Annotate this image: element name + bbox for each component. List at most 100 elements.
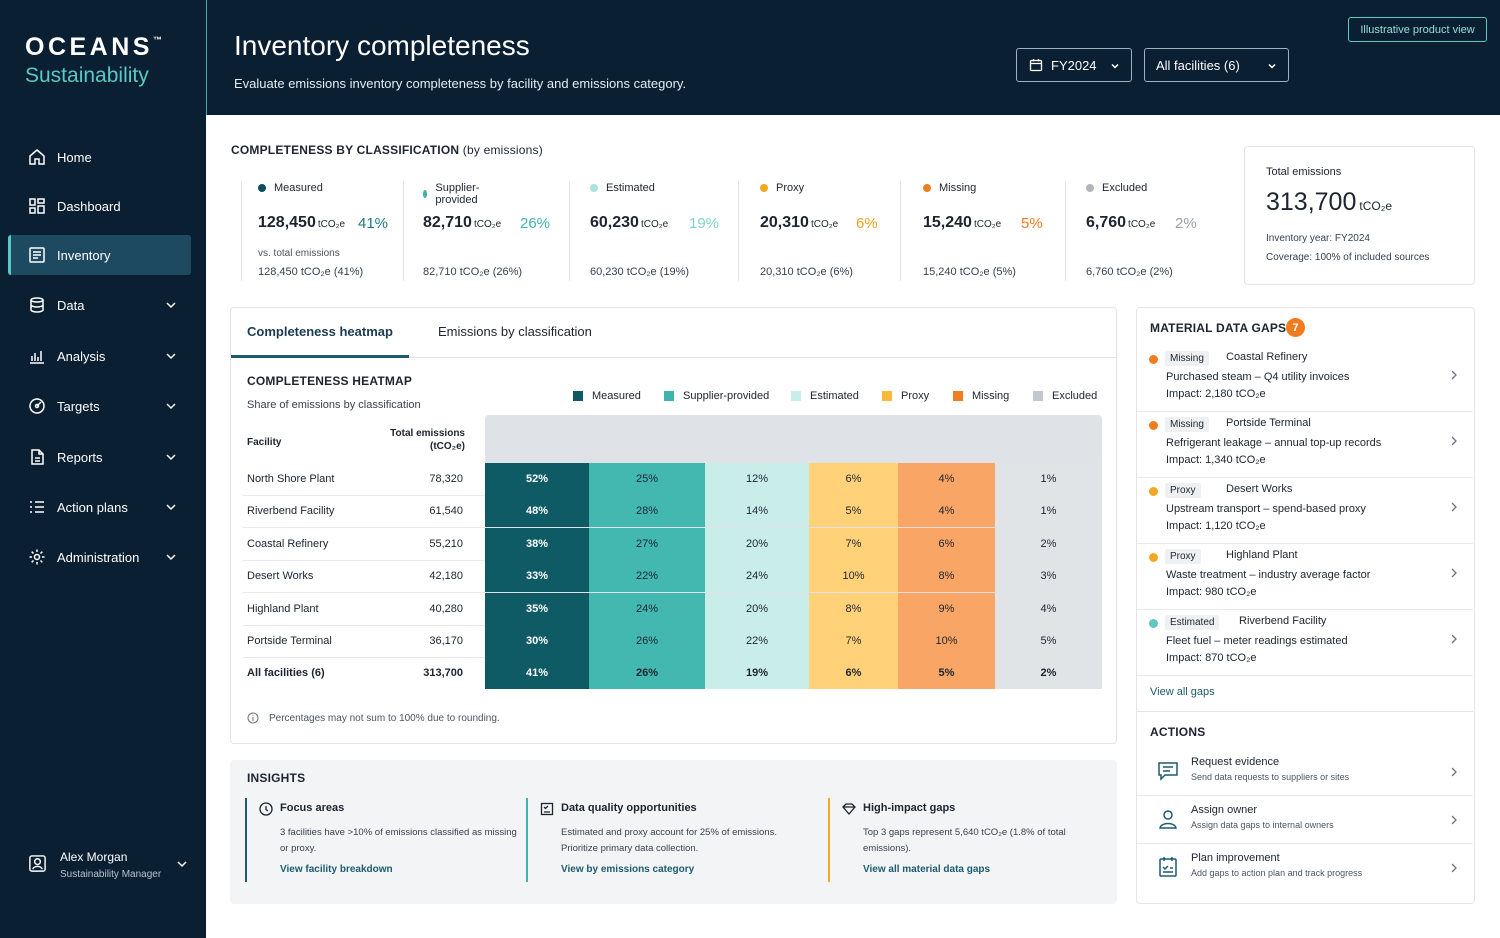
gap-description: Fleet fuel – meter readings estimated — [1166, 635, 1348, 647]
heatmap-cell[interactable]: 2% — [995, 657, 1102, 690]
heatmap-cell[interactable]: 1% — [995, 495, 1102, 528]
sidebar-item-data[interactable]: Data — [8, 285, 191, 325]
heatmap-cell[interactable]: 26% — [589, 625, 705, 657]
heatmap-cell[interactable]: 20% — [705, 527, 809, 560]
heatmap-cell[interactable]: 7% — [809, 625, 898, 657]
heatmap-cell[interactable]: 14% — [705, 495, 809, 528]
insight-high-impact-gaps: High-impact gaps Top 3 gaps represent 5,… — [828, 798, 1098, 882]
heatmap-cell[interactable]: 28% — [589, 495, 705, 528]
sidebar-item-targets[interactable]: Targets — [8, 386, 191, 426]
sidebar-item-home[interactable]: Home — [8, 137, 191, 177]
heatmap-cell[interactable]: 5% — [809, 495, 898, 528]
heatmap-cell[interactable]: 25% — [589, 463, 705, 495]
dashboard-icon — [26, 195, 48, 217]
kpi-footer: 128,450 tCO₂e (41%) — [258, 266, 364, 278]
heatmap-cell[interactable]: 30% — [485, 625, 589, 657]
gap-item[interactable]: Proxy Highland Plant Waste treatment – ind… — [1137, 544, 1473, 610]
legend-label: Measured — [592, 390, 641, 402]
chevron-right-icon — [1451, 863, 1457, 873]
heatmap-cell[interactable]: 22% — [705, 625, 809, 657]
heatmap-cell[interactable]: 8% — [898, 560, 995, 593]
heatmap-cell[interactable]: 24% — [705, 560, 809, 593]
inventory-icon — [26, 244, 48, 266]
heatmap-cell[interactable]: 20% — [705, 592, 809, 625]
kpi-divider — [738, 181, 739, 281]
kpi-percent: 19% — [689, 215, 720, 232]
heatmap-cell[interactable]: 4% — [898, 463, 995, 495]
kpi-name: Estimated — [590, 182, 655, 194]
sidebar-item-reports[interactable]: Reports — [8, 437, 191, 477]
heatmap-cell[interactable]: 33% — [485, 560, 589, 593]
active-tab-indicator — [231, 355, 409, 358]
heatmap-cell[interactable]: 5% — [898, 657, 995, 690]
home-icon — [26, 146, 48, 168]
heatmap-cell[interactable]: 26% — [589, 657, 705, 690]
sidebar-item-label: Administration — [57, 549, 140, 565]
heatmap-cell[interactable]: 24% — [589, 592, 705, 625]
heatmap-cell[interactable]: 48% — [485, 495, 589, 528]
user-menu[interactable]: Alex Morgan Sustainability Manager — [0, 844, 206, 894]
status-dot — [1149, 487, 1158, 496]
heatmap-cell[interactable]: 7% — [809, 527, 898, 560]
heatmap-cell[interactable]: 6% — [809, 463, 898, 495]
heatmap-cell[interactable]: 5% — [995, 625, 1102, 657]
request-evidence-action[interactable]: Request evidence Send data requests to s… — [1137, 748, 1473, 796]
kpi-name: Proxy — [760, 182, 804, 194]
heatmap-cell[interactable]: 3% — [995, 560, 1102, 593]
tab-emissions-by-classification[interactable]: Emissions by classification — [438, 324, 592, 339]
view-all-gaps-link[interactable]: View all gaps — [1150, 686, 1215, 698]
view-all-material-gaps-link[interactable]: View all material data gaps — [863, 864, 991, 875]
brand-logo[interactable]: OCEANS™ — [25, 33, 162, 62]
heatmap-cell[interactable]: 35% — [485, 592, 589, 625]
gear-icon — [26, 546, 48, 568]
heatmap-cell[interactable]: 12% — [705, 463, 809, 495]
status-badge: Missing — [1165, 417, 1209, 432]
kpi-name: Excluded — [1086, 182, 1147, 194]
sidebar-item-administration[interactable]: Administration — [8, 537, 191, 577]
heatmap-cell[interactable]: 10% — [898, 625, 995, 657]
heatmap-cell[interactable]: 27% — [589, 527, 705, 560]
heatmap-cell[interactable]: 19% — [705, 657, 809, 690]
kpi-value: 60,230 tCO₂e — [590, 214, 668, 232]
heatmap-cell[interactable]: 2% — [995, 527, 1102, 560]
right-panel — [1136, 307, 1475, 904]
sidebar-item-dashboard[interactable]: Dashboard — [8, 186, 191, 226]
heatmap-cell[interactable]: 22% — [589, 560, 705, 593]
heatmap-cell[interactable]: 10% — [809, 560, 898, 593]
tab-bar: Completeness heatmap Emissions by classi… — [231, 308, 1116, 358]
kpi-percent: 41% — [358, 215, 389, 232]
kpi-percent: 26% — [520, 215, 551, 232]
heatmap-cell[interactable]: 38% — [485, 527, 589, 560]
heatmap-cell[interactable]: 52% — [485, 463, 589, 495]
gap-impact: Impact: 1,120 tCO₂e — [1166, 520, 1266, 532]
heatmap-cell[interactable]: 9% — [898, 592, 995, 625]
heatmap-cell[interactable]: 6% — [898, 527, 995, 560]
gap-item[interactable]: Proxy Desert Works Upstream transport – sp… — [1137, 478, 1473, 544]
tab-completeness-heatmap[interactable]: Completeness heatmap — [247, 324, 393, 339]
heatmap-cell[interactable]: 1% — [995, 463, 1102, 495]
view-by-emissions-category-link[interactable]: View by emissions category — [561, 864, 695, 875]
heatmap-cell[interactable]: 8% — [809, 592, 898, 625]
heatmap-row-total: 36,170 — [429, 635, 463, 647]
heatmap-cell[interactable]: 6% — [809, 657, 898, 690]
view-facility-breakdown-link[interactable]: View facility breakdown — [280, 864, 393, 875]
legend-swatch — [664, 391, 674, 401]
gap-item[interactable]: Estimated Riverbend Facility Fleet fuel – … — [1137, 610, 1473, 676]
heatmap-cell[interactable]: 41% — [485, 657, 589, 690]
gap-item[interactable]: Missing Portside Terminal Refrigerant leak… — [1137, 412, 1473, 478]
sidebar-item-action-plans[interactable]: Action plans — [8, 487, 191, 527]
heatmap-cell[interactable]: 4% — [898, 495, 995, 528]
sidebar-item-analysis[interactable]: Analysis — [8, 336, 191, 376]
facility-select[interactable]: All facilities (6) — [1144, 48, 1289, 82]
heatmap-cell[interactable]: 4% — [995, 592, 1102, 625]
col-total-line1: Total emissions — [390, 428, 465, 439]
chevron-down-icon — [166, 353, 176, 360]
gap-item[interactable]: Missing Coastal Refinery Purchased steam –… — [1137, 346, 1473, 412]
col-facility: Facility — [247, 437, 282, 448]
gap-impact: Impact: 980 tCO₂e — [1166, 586, 1257, 598]
sidebar-item-inventory[interactable]: Inventory — [8, 235, 191, 275]
year-select[interactable]: FY2024 — [1016, 48, 1132, 82]
assign-owner-action[interactable]: Assign owner Assign data gaps to interna… — [1137, 796, 1473, 844]
plan-improvement-action[interactable]: Plan improvement Add gaps to action plan… — [1137, 844, 1473, 892]
status-dot — [1149, 553, 1158, 562]
